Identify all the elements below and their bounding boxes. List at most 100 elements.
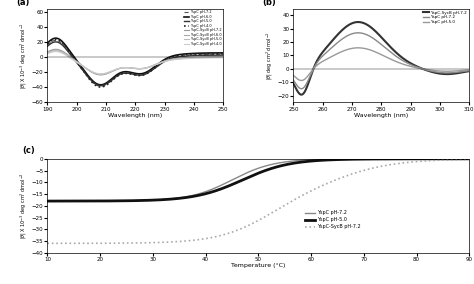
YspC-SycB pH-4.0 [220,56,226,59]
YspC-SycB pH-7.2 [95,242,101,245]
YspC pH-7.2 [45,199,50,203]
YspC-SycB pH-7.2 [156,61,162,65]
YspC-SycB pH-4.0 [53,50,59,53]
Line: YspC-SycB pH-4.0: YspC-SycB pH-4.0 [47,52,223,74]
YspC-SycB pH-5.0 [220,56,226,59]
Text: (b): (b) [262,0,275,7]
Line: YspC-SycB pH-7.2: YspC-SycB pH-7.2 [47,159,469,243]
YspC pH-7.2 [356,31,361,35]
YspC pH-5.0 [156,63,162,67]
YspC pH-4.0 [220,52,226,55]
YspC pH-5.0 [220,53,226,57]
YspC pH-7.2 [156,63,162,66]
Y-axis label: $|\theta|$ X 10$^{-3}$ deg cm$^{2}$ dmol$^{-1}$: $|\theta|$ X 10$^{-3}$ deg cm$^{2}$ dmol… [18,22,29,89]
YspC-SycB pH-4.0 [45,52,50,56]
YspC-SycB pH-4.0 [115,67,121,70]
YspC-SycB pH-5.0 [115,67,121,70]
YspC pH-7.2 [291,79,296,82]
Text: (c): (c) [22,146,35,155]
YspC-SycB pH-5.0 [156,62,162,65]
YspC pH-5.0 [211,189,217,193]
YspC-SycB pH-7.2 [173,57,178,60]
YspC-SycB pH-6.0 [173,57,179,60]
YspC pH-7.2 [220,53,226,56]
YspC pH-7.2 [451,71,457,74]
YspC pH-5.0 [400,62,405,66]
YspC-SycB pH-5.0 [173,57,179,61]
YspC pH-5.0 [291,74,296,77]
YspC-SycB pH-7.2 [310,188,316,192]
YspC-SycB pH-5.0 [45,51,50,55]
YspC-SycB pH-5.0 [98,72,103,76]
YspC-SycB pH-7.2 [440,72,446,76]
YspC pH-6.0 [98,83,103,87]
YspC-SycB pH-7.2 [466,69,472,73]
YspC-SycB pH-5.0 [173,58,178,61]
YspC pH-7.2 [66,50,72,53]
X-axis label: Wavelength (nm): Wavelength (nm) [354,113,409,118]
YspC-SycB pH-7.2 [400,56,405,59]
X-axis label: Temperature (°C): Temperature (°C) [231,263,285,268]
YspC pH-5.0 [95,199,101,203]
Line: YspC pH-7.2: YspC pH-7.2 [293,33,469,89]
YspC pH-6.0 [115,72,121,76]
YspC-SycB pH-7.2 [53,48,59,51]
Line: YspC-SycB pH-7.2: YspC-SycB pH-7.2 [47,49,223,75]
YspC pH-7.2 [173,55,178,59]
YspC pH-5.0 [298,79,304,82]
YspC-SycB pH-7.2 [356,20,361,24]
X-axis label: Wavelength (nm): Wavelength (nm) [108,113,163,118]
YspC-SycB pH-6.0 [220,55,226,59]
YspC pH-5.0 [173,56,179,59]
YspC-SycB pH-7.2 [291,82,296,85]
Legend: YspC-SycB pH-7.2, YspC pH-7.2, YspC pH-5.0: YspC-SycB pH-7.2, YspC pH-7.2, YspC pH-5… [421,9,469,26]
YspC-SycB pH-6.0 [115,67,121,71]
YspC pH-5.0 [291,74,297,78]
YspC pH-5.0 [396,61,401,64]
Line: YspC-SycB pH-5.0: YspC-SycB pH-5.0 [47,51,223,74]
YspC-SycB pH-6.0 [103,72,109,76]
YspC-SycB pH-7.2 [451,72,457,75]
YspC pH-6.0 [53,36,59,40]
Line: YspC pH-5.0: YspC pH-5.0 [293,48,469,80]
YspC pH-5.0 [115,74,121,77]
YspC-SycB pH-7.2 [45,50,50,54]
YspC-SycB pH-7.2 [396,53,401,57]
YspC pH-7.2 [466,157,472,160]
YspC pH-5.0 [45,45,50,48]
Y-axis label: $|\theta|$ X 10$^{-3}$ deg cm$^{2}$ dmol$^{-3}$: $|\theta|$ X 10$^{-3}$ deg cm$^{2}$ dmol… [18,172,29,239]
YspC pH-7.2 [310,158,316,161]
YspC-SycB pH-6.0 [66,55,72,58]
Line: YspC-SycB pH-7.2: YspC-SycB pH-7.2 [293,22,469,95]
Line: YspC pH-5.0: YspC pH-5.0 [47,42,223,85]
YspC pH-7.2 [440,71,446,74]
YspC pH-6.0 [103,82,109,85]
YspC pH-5.0 [351,158,357,161]
YspC pH-4.0 [115,74,121,78]
YspC-SycB pH-7.2 [182,239,188,243]
YspC pH-7.2 [53,39,59,42]
YspC pH-6.0 [173,54,178,57]
YspC-SycB pH-4.0 [66,55,72,59]
YspC pH-5.0 [173,56,178,59]
YspC pH-4.0 [156,63,162,66]
Line: YspC pH-4.0: YspC pH-4.0 [47,39,223,87]
Line: YspC pH-7.2: YspC pH-7.2 [47,40,223,86]
YspC pH-6.0 [156,62,162,65]
YspC-SycB pH-4.0 [103,72,109,75]
Line: YspC-SycB pH-6.0: YspC-SycB pH-6.0 [47,50,223,75]
YspC pH-5.0 [98,84,103,87]
YspC pH-7.2 [396,57,402,60]
YspC pH-5.0 [466,157,472,160]
YspC pH-7.2 [298,87,304,90]
YspC pH-7.2 [351,157,357,161]
YspC-SycB pH-5.0 [103,72,109,75]
YspC pH-5.0 [53,40,59,43]
YspC pH-5.0 [45,199,50,203]
YspC pH-7.2 [211,187,217,190]
YspC pH-6.0 [220,51,226,55]
YspC pH-4.0 [173,54,179,58]
YspC-SycB pH-7.2 [115,67,121,71]
YspC pH-7.2 [173,55,179,59]
YspC pH-7.2 [115,74,121,77]
